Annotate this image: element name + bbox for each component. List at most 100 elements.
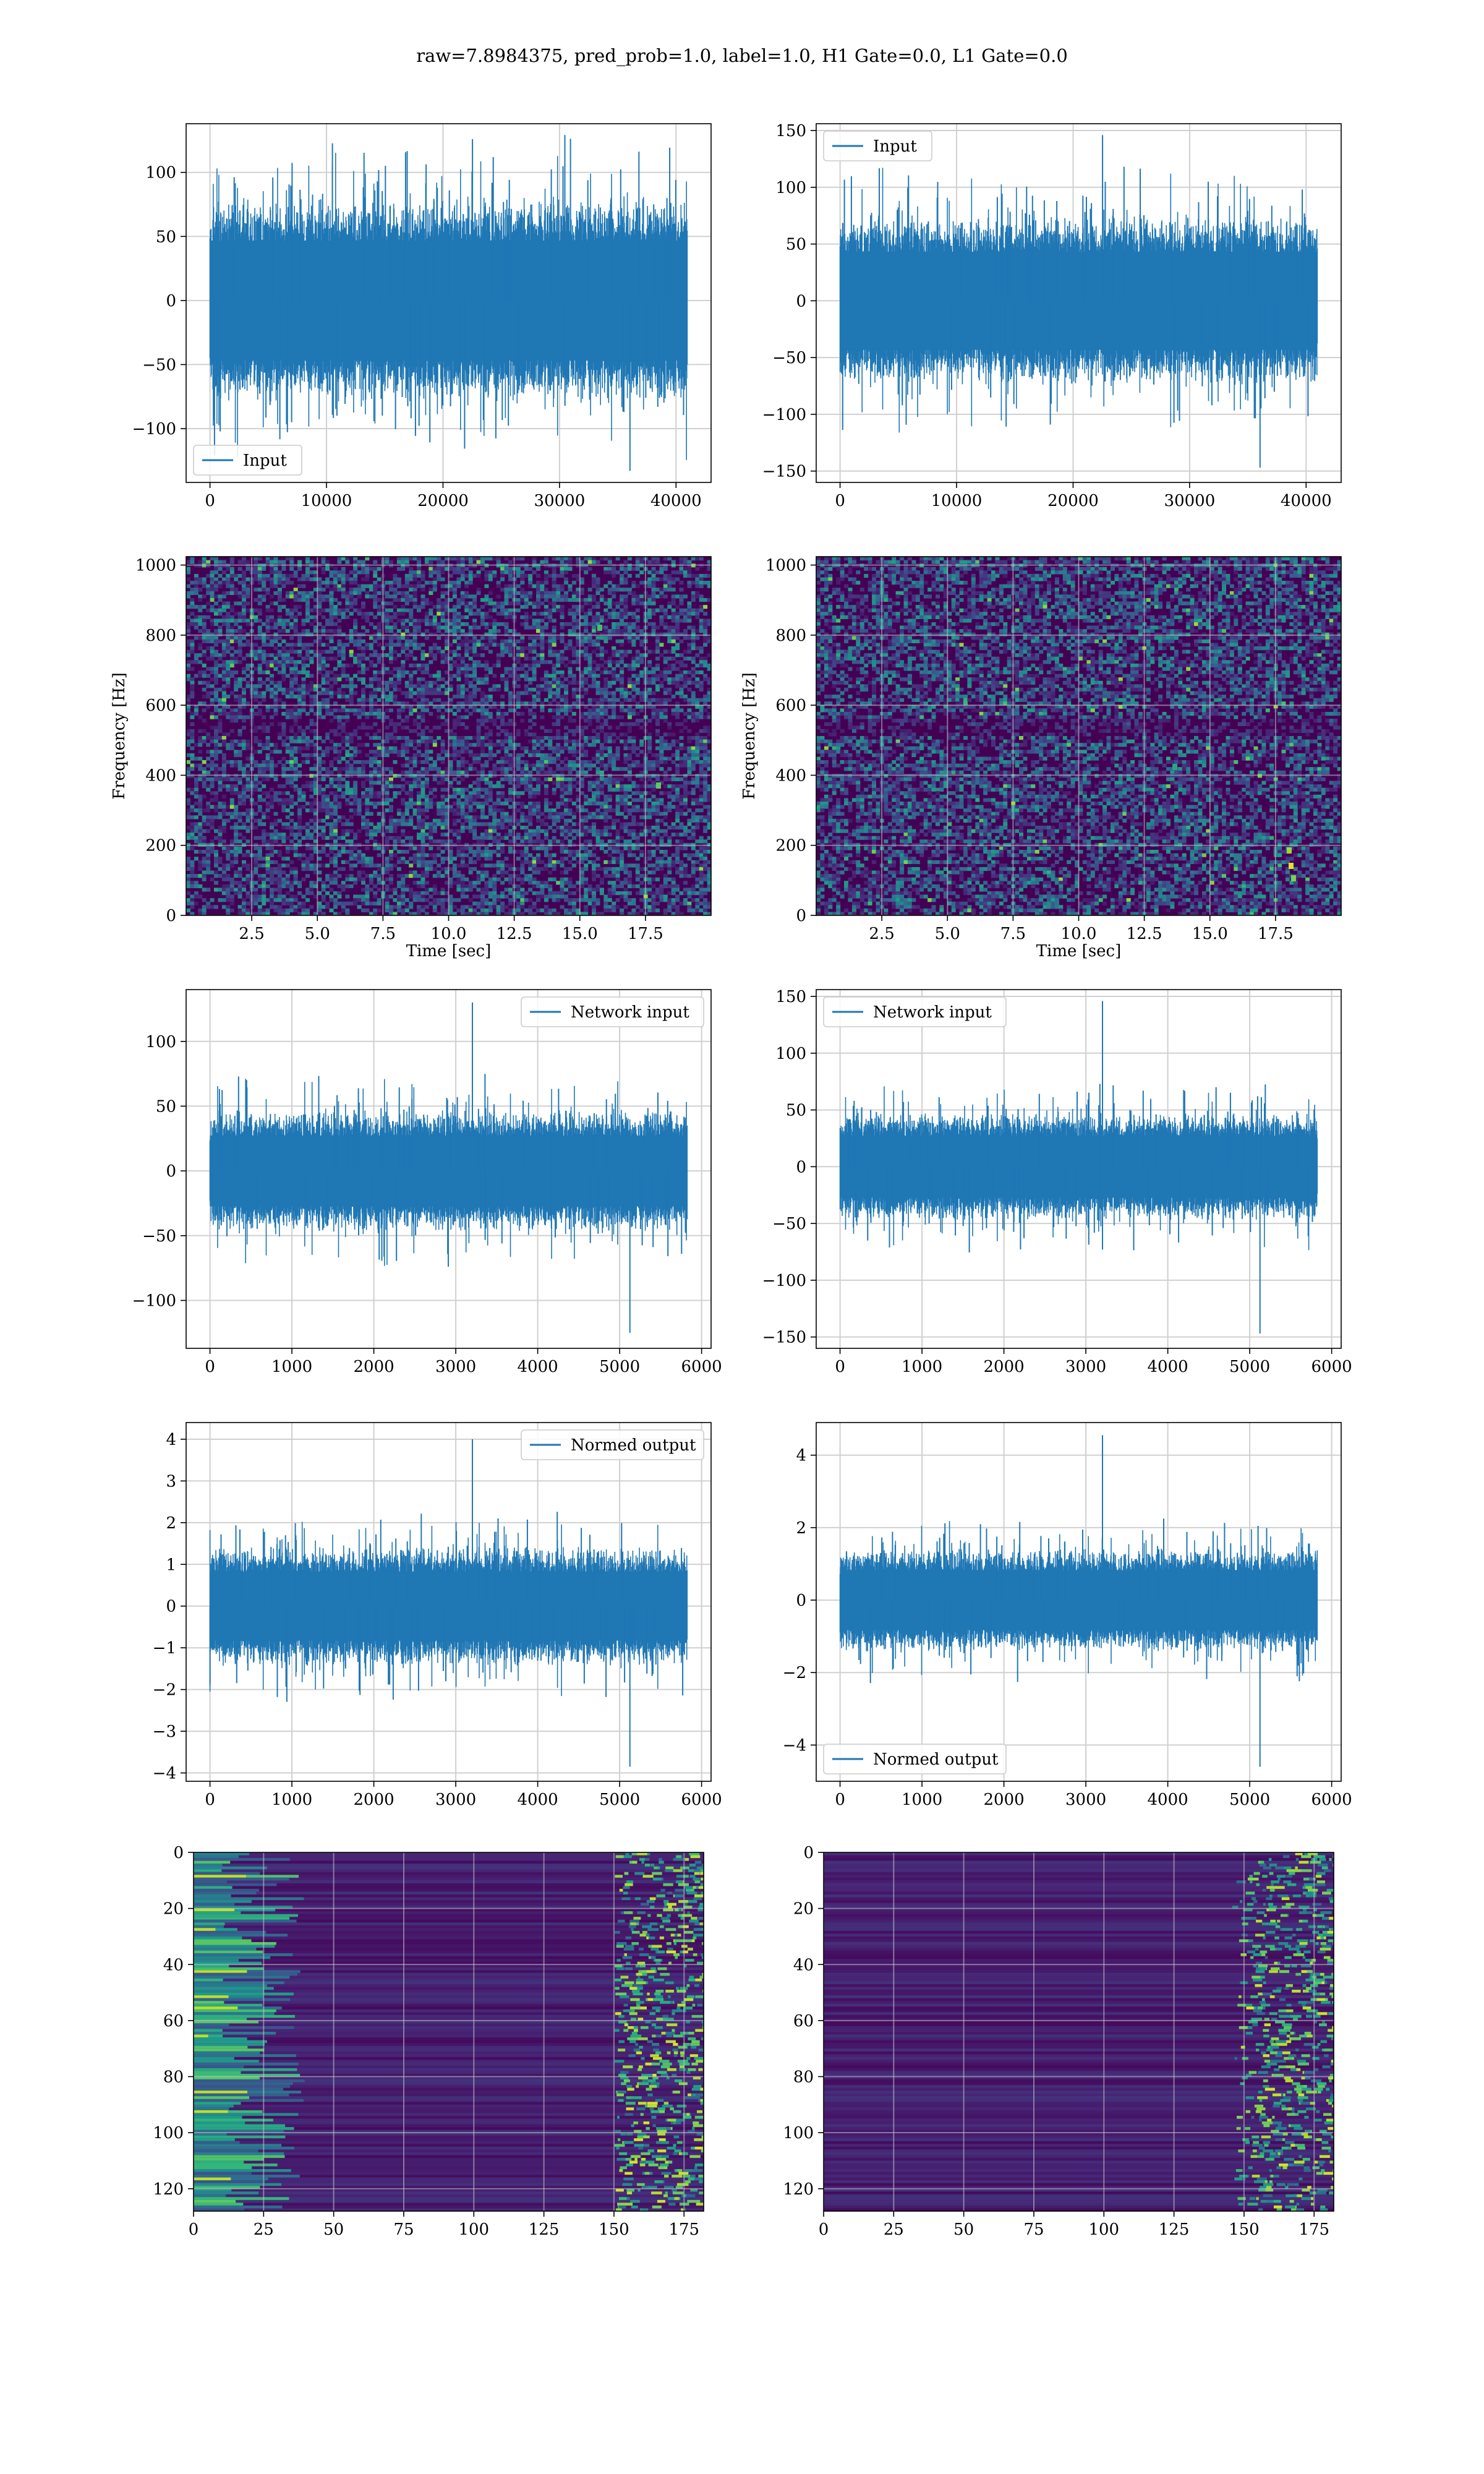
axes-frame	[186, 989, 712, 1349]
subplot-8: 0 1000 2000 3000 4000 5000 6000 −4 −2 0 2 4 Normed o…	[783, 1422, 1352, 1809]
x-tick-label: 12.5	[497, 925, 532, 943]
signal-core	[840, 1136, 1318, 1198]
x-tick-label: 10000	[931, 492, 983, 510]
y-tick-label: 0	[803, 1844, 814, 1862]
axes-frame	[816, 1422, 1342, 1782]
legend: Normed output	[823, 1744, 1007, 1774]
x-tick-label: 3000	[435, 1791, 476, 1809]
x-tick-label: 0	[205, 1358, 215, 1376]
x-tick-label: 4000	[1148, 1358, 1188, 1376]
x-tick-label: 1000	[902, 1358, 942, 1376]
x-tick-label: 3000	[1065, 1358, 1106, 1376]
x-tick-label: 100	[1088, 2220, 1119, 2239]
legend: Input	[823, 131, 932, 161]
y-tick-label: 200	[775, 837, 806, 855]
y-tick-label: 0	[166, 907, 176, 925]
y-tick-label: 0	[796, 907, 806, 925]
y-tick-label: 50	[156, 1097, 176, 1116]
y-tick-label: 600	[145, 696, 176, 715]
y-tick-label: 50	[786, 236, 806, 254]
signal-spikes	[846, 1435, 1316, 1767]
y-tick-label: 4	[796, 1447, 806, 1465]
x-tick-label: 2000	[354, 1791, 394, 1809]
legend: Input	[193, 445, 302, 476]
y-tick-label: 20	[793, 1900, 814, 1919]
x-tick-label: 175	[1298, 2220, 1329, 2239]
subplot-10: 0 25 50 75 100 125 150 175 0 20 40 60 80 100 120	[783, 1844, 1334, 2239]
y-tick-label: 800	[145, 627, 176, 645]
x-tick-label: 6000	[681, 1791, 722, 1809]
y-tick-label: 1000	[135, 557, 176, 575]
x-tick-label: 10000	[301, 492, 352, 510]
x-tick-label: 0	[835, 492, 845, 510]
x-tick-label: 17.5	[1258, 925, 1294, 943]
y-tick-label: 100	[153, 2124, 184, 2142]
x-axis-label: Time [sec]	[1036, 942, 1122, 961]
x-tick-label: 5.0	[935, 925, 960, 943]
x-tick-label: 20000	[417, 492, 469, 510]
x-tick-label: 4000	[518, 1358, 558, 1376]
x-tick-label: 15.0	[562, 925, 598, 943]
signal-spikes	[842, 135, 1316, 468]
y-tick-label: −4	[153, 1765, 176, 1783]
x-tick-label: 150	[599, 2220, 629, 2239]
legend-label: Normed output	[571, 1436, 696, 1455]
y-tick-label: 50	[786, 1102, 806, 1120]
x-tick-label: 25	[254, 2220, 274, 2239]
y-tick-label: 1	[166, 1556, 176, 1574]
y-tick-label: 3	[166, 1472, 176, 1491]
y-tick-label: −150	[762, 1329, 806, 1347]
y-tick-label: −150	[762, 463, 806, 481]
x-tick-label: 0	[205, 1791, 215, 1809]
x-tick-label: 20000	[1047, 492, 1099, 510]
legend-label: Input	[873, 137, 917, 156]
y-tick-label: −100	[132, 1292, 176, 1311]
y-tick-label: 0	[796, 1158, 806, 1176]
x-tick-label: 5000	[1229, 1791, 1270, 1809]
signal-spikes	[848, 1001, 1313, 1334]
signal-core	[840, 1570, 1318, 1630]
subplot-7: 0 1000 2000 3000 4000 5000 6000 −4 −3 −2 −1 0 1 2 3 4 No…	[153, 1422, 722, 1809]
y-tick-label: 120	[153, 2180, 184, 2199]
x-tick-label: 5000	[599, 1358, 640, 1376]
legend: Network input	[823, 996, 1007, 1027]
y-tick-label: 800	[775, 627, 806, 645]
x-tick-label: 4000	[1148, 1791, 1188, 1809]
y-tick-label: 0	[166, 1598, 176, 1616]
x-tick-label: 125	[529, 2220, 560, 2239]
y-tick-label: 60	[793, 2012, 814, 2031]
y-tick-label: −100	[762, 1272, 806, 1290]
x-tick-label: 50	[323, 2220, 344, 2239]
y-tick-label: −3	[153, 1723, 176, 1741]
y-tick-label: −50	[772, 349, 806, 367]
y-tick-label: 0	[796, 292, 806, 310]
y-tick-label: 2	[166, 1514, 176, 1533]
subplot-2: 0 10000 20000 30000 40000 −150 −100 −50 0 50 100 15…	[762, 122, 1342, 510]
x-tick-label: 25	[884, 2220, 904, 2239]
y-tick-label: 100	[783, 2124, 814, 2142]
x-tick-label: 2.5	[239, 925, 264, 943]
heatmap-image	[816, 557, 1341, 915]
x-tick-label: 40000	[650, 492, 702, 510]
y-tick-label: 600	[775, 696, 806, 715]
y-tick-label: 120	[783, 2180, 814, 2199]
y-tick-label: 150	[775, 122, 806, 140]
x-tick-label: 75	[393, 2220, 414, 2239]
y-tick-label: −1	[153, 1639, 176, 1658]
y-axis-label: Frequency [Hz]	[740, 672, 759, 800]
axes-frame	[816, 989, 1342, 1349]
y-tick-label: 100	[775, 1045, 806, 1063]
legend-label: Normed output	[873, 1750, 999, 1769]
y-tick-label: 40	[163, 1956, 184, 1974]
y-tick-label: −4	[783, 1736, 806, 1755]
y-tick-label: 0	[166, 292, 176, 310]
legend-label: Network input	[873, 1003, 992, 1022]
x-tick-label: 2.5	[869, 925, 894, 943]
subplot-1: 0 10000 20000 30000 40000 −100 −50 0 50 100 Input	[132, 123, 712, 510]
x-tick-label: 10.0	[431, 925, 467, 943]
subplot-6: 0 1000 2000 3000 4000 5000 6000 −150 −100 −50 0 50 1…	[762, 988, 1352, 1376]
x-tick-label: 50	[953, 2220, 974, 2239]
legend-label: Input	[243, 452, 287, 470]
signal-core	[840, 252, 1318, 350]
